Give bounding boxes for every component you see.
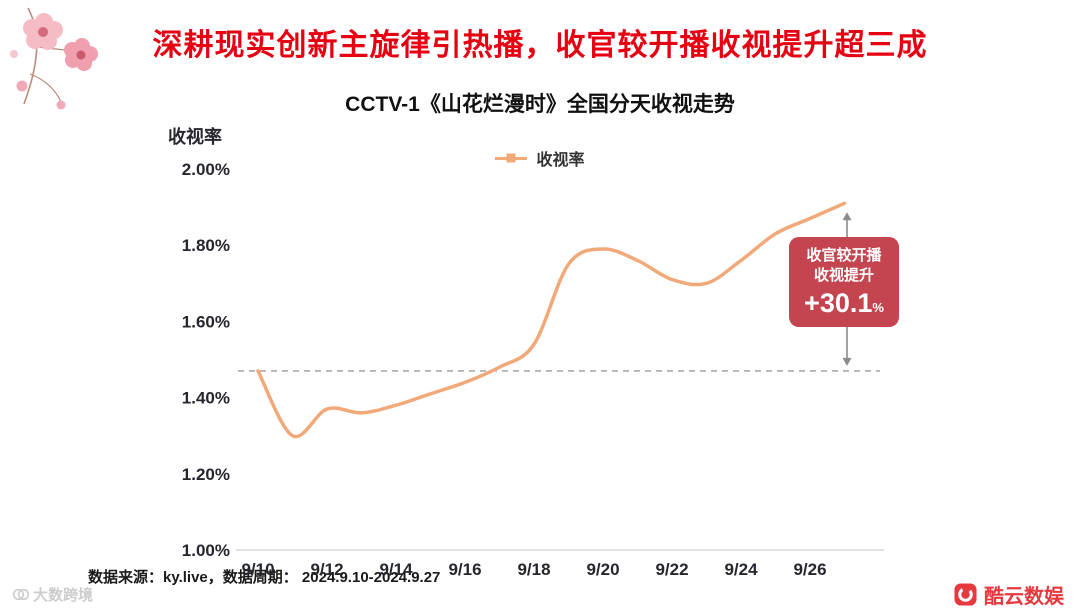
rating-line-series (256, 201, 847, 439)
x-tick-label: 9/12 (310, 560, 343, 579)
y-tick-label: 1.40% (182, 389, 230, 408)
chart-title: CCTV-1《山花烂漫时》全国分天收视走势 (345, 93, 735, 116)
brand-logo: 酷云数娱 (954, 580, 1064, 608)
y-tick-label: 1.00% (182, 541, 230, 560)
y-tick-label: 1.80% (182, 236, 230, 255)
y-tick-label: 2.00% (182, 160, 230, 179)
brand-logo-icon (954, 583, 977, 606)
x-tick-label: 9/10 (241, 560, 274, 579)
y-tick-label: 1.20% (182, 465, 230, 484)
delta-badge-line1: 收官较开播 (806, 247, 882, 264)
delta-badge-line2: 收视提升 (813, 267, 874, 284)
chart-legend: 收视率 (0, 146, 1080, 170)
delta-arrow-head-down-icon (842, 357, 852, 366)
y-tick-label: 1.60% (182, 312, 230, 331)
watermark-text: 大数跨境 (33, 587, 94, 604)
page-title: 深耕现实创新主旋律引热播，收官较开播收视提升超三成 (152, 29, 928, 62)
legend-line-marker-icon (495, 153, 528, 163)
watermark-logo-icon (12, 588, 29, 601)
delta-badge-unit: % (872, 300, 884, 315)
y-axis-title: 收视率 (168, 127, 222, 147)
x-tick-label: 9/16 (448, 560, 481, 579)
delta-badge: 收官较开播 收视提升 +30.1% (789, 237, 899, 327)
legend-square-marker-icon (506, 153, 516, 163)
x-tick-label: 9/26 (793, 560, 826, 579)
delta-arrow-head-up-icon (842, 212, 852, 221)
watermark: 大数跨境 (12, 584, 93, 605)
legend-label: 收视率 (536, 152, 585, 169)
x-tick-label: 9/14 (379, 560, 413, 579)
x-tick-label: 9/24 (724, 560, 758, 579)
flower-decoration-image (10, 7, 98, 110)
x-tick-label: 9/18 (517, 560, 550, 579)
x-tick-label: 9/20 (586, 560, 619, 579)
delta-badge-value: +30.1 (804, 288, 873, 318)
data-source-note: 数据来源：ky.live，数据周期： 2024.9.10-2024.9.27 (88, 569, 441, 586)
x-tick-label: 9/22 (655, 560, 688, 579)
delta-badge-value-row: +30.1% (793, 288, 895, 319)
brand-name: 酷云数娱 (984, 586, 1064, 608)
